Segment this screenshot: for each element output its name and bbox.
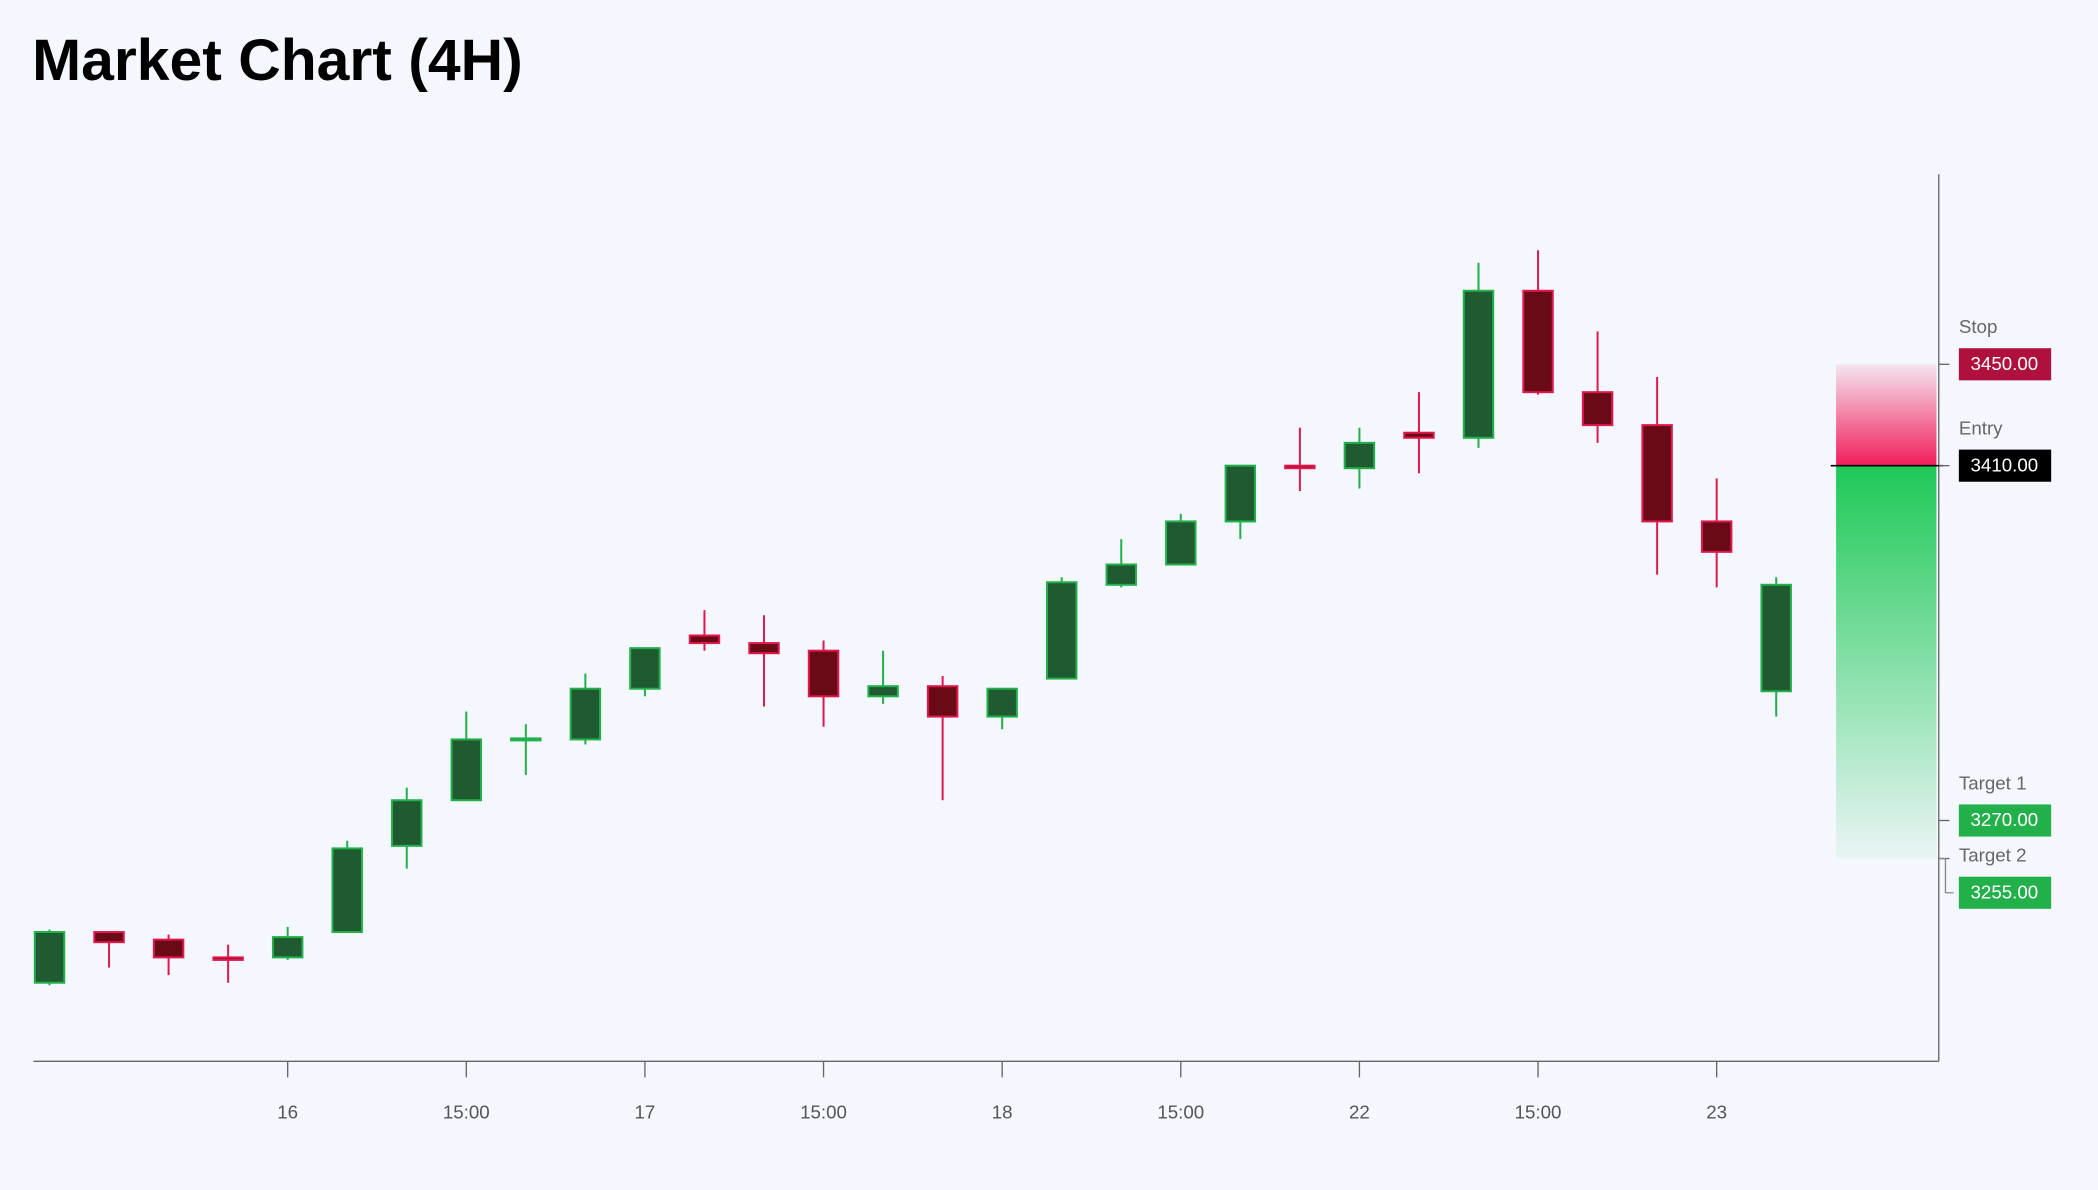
x-tick-label: 15:00 xyxy=(443,1101,490,1122)
candle-body xyxy=(331,847,363,934)
x-tick-label: 15:00 xyxy=(800,1101,847,1122)
candle-body xyxy=(1641,424,1673,523)
candle-body xyxy=(271,936,304,959)
candle-body xyxy=(1343,441,1376,470)
level-box xyxy=(1958,804,2052,837)
x-tick-label: 23 xyxy=(1706,1101,1727,1122)
candle-body xyxy=(450,738,483,802)
candle-body xyxy=(1224,464,1257,523)
candle-body xyxy=(748,642,780,655)
candle-body xyxy=(629,647,661,690)
candle-body xyxy=(1462,289,1495,439)
x-tick-label: 15:00 xyxy=(1515,1101,1562,1122)
level-name: Entry xyxy=(1959,417,2003,438)
candle-body xyxy=(1403,431,1435,439)
level-box xyxy=(1958,449,2052,482)
candle-body xyxy=(1165,520,1197,566)
level-name: Target 1 xyxy=(1959,772,2027,793)
candle-body xyxy=(1105,563,1137,586)
candle-body xyxy=(152,938,185,959)
level-box xyxy=(1958,876,2052,909)
x-tick-label: 22 xyxy=(1349,1101,1370,1122)
candle-body xyxy=(867,685,899,698)
candle-body xyxy=(1700,520,1733,553)
candle-body xyxy=(926,685,959,718)
candle-body xyxy=(391,799,423,847)
level-name: Target 2 xyxy=(1959,845,2027,866)
x-tick-label: 16 xyxy=(277,1101,298,1122)
candle-body xyxy=(1045,581,1078,680)
candle-body xyxy=(1522,289,1554,394)
stop-zone xyxy=(1836,364,1937,466)
candle-body xyxy=(93,931,125,944)
candle-body xyxy=(986,687,1018,718)
candle-body xyxy=(688,634,721,645)
x-tick-label: 15:00 xyxy=(1157,1101,1204,1122)
target-zone xyxy=(1836,465,1937,859)
candle-body xyxy=(510,737,542,742)
level-label: 3410.00 xyxy=(1971,454,2039,475)
level-connector xyxy=(1938,857,1954,894)
candle-body xyxy=(569,687,602,741)
candle-body xyxy=(1760,583,1792,693)
candle-body xyxy=(807,649,840,698)
candle-body xyxy=(1581,391,1614,427)
candle-body xyxy=(33,931,66,984)
level-label: 3450.00 xyxy=(1971,353,2039,374)
level-label: 3270.00 xyxy=(1971,809,2039,830)
level-label: 3255.00 xyxy=(1971,881,2039,902)
x-tick-label: 18 xyxy=(992,1101,1013,1122)
candle-body xyxy=(212,956,244,961)
level-box xyxy=(1958,348,2052,381)
candle-body xyxy=(1284,464,1316,470)
x-tick-label: 17 xyxy=(635,1101,656,1122)
level-name: Stop xyxy=(1959,316,1998,337)
chart-title: Market Chart (4H) xyxy=(32,28,523,93)
